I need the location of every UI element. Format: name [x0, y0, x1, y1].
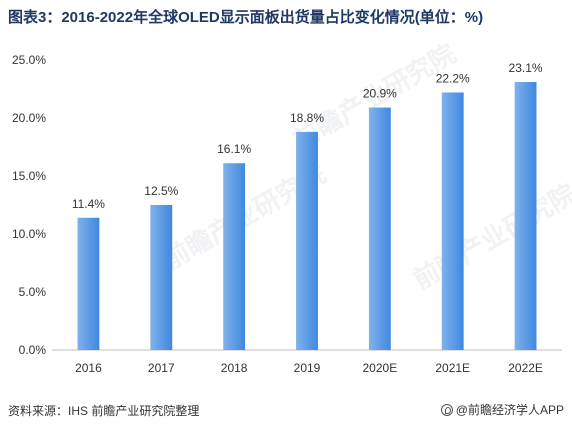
brand-text: @前瞻经济学人APP	[455, 403, 564, 417]
y-tick-label: 5.0%	[19, 285, 47, 299]
y-tick-label: 25.0%	[12, 53, 46, 67]
bar-chart: 前瞻产业研究院前瞻产业研究院前瞻产业研究院 0.0% 5.0% 10.0% 15.0%…	[12, 38, 572, 375]
data-label: 16.1%	[217, 142, 251, 156]
chart-title: 图表3：2016-2022年全球OLED显示面板出货量占比变化情况(单位：%)	[8, 9, 484, 26]
bar	[441, 92, 464, 351]
data-label: 23.1%	[509, 61, 543, 75]
y-axis-ticks: 0.0% 5.0% 10.0% 15.0% 20.0% 25.0%	[12, 53, 46, 357]
bar	[514, 82, 537, 350]
data-label: 12.5%	[144, 184, 178, 198]
y-tick-label: 0.0%	[19, 343, 47, 357]
source-note: 资料来源：IHS 前瞻产业研究院整理	[8, 404, 200, 418]
bar	[77, 217, 100, 350]
data-labels-group: 11.4% 12.5% 16.1% 18.8% 20.9% 22.2% 23.1%	[72, 61, 543, 211]
y-tick-label: 10.0%	[12, 227, 46, 241]
bar	[223, 163, 246, 350]
x-tick-label: 2018	[221, 361, 248, 375]
x-tick-label: 2020E	[363, 361, 398, 375]
x-tick-label: 2022E	[508, 361, 543, 375]
data-label: 11.4%	[72, 197, 105, 211]
x-tick-label: 2019	[294, 361, 321, 375]
brand-logo-icon	[440, 403, 453, 416]
watermark-layer: 前瞻产业研究院前瞻产业研究院前瞻产业研究院	[158, 38, 572, 295]
data-label: 20.9%	[363, 87, 397, 101]
brand-credit: @前瞻经济学人APP	[440, 401, 564, 418]
data-label: 18.8%	[290, 111, 324, 125]
bar	[150, 205, 173, 350]
y-tick-label: 15.0%	[12, 169, 46, 183]
bars-group	[77, 82, 537, 351]
x-tick-label: 2021E	[435, 361, 470, 375]
bar	[296, 131, 318, 350]
watermark-text: 前瞻产业研究院	[408, 178, 572, 295]
x-tick-label: 2017	[148, 361, 175, 375]
bar	[368, 107, 391, 350]
data-label: 22.2%	[436, 71, 470, 85]
x-axis-ticks: 2016 2017 2018 2019 2020E 2021E 2022E	[75, 361, 543, 375]
y-tick-label: 20.0%	[12, 111, 46, 125]
x-tick-label: 2016	[75, 361, 102, 375]
